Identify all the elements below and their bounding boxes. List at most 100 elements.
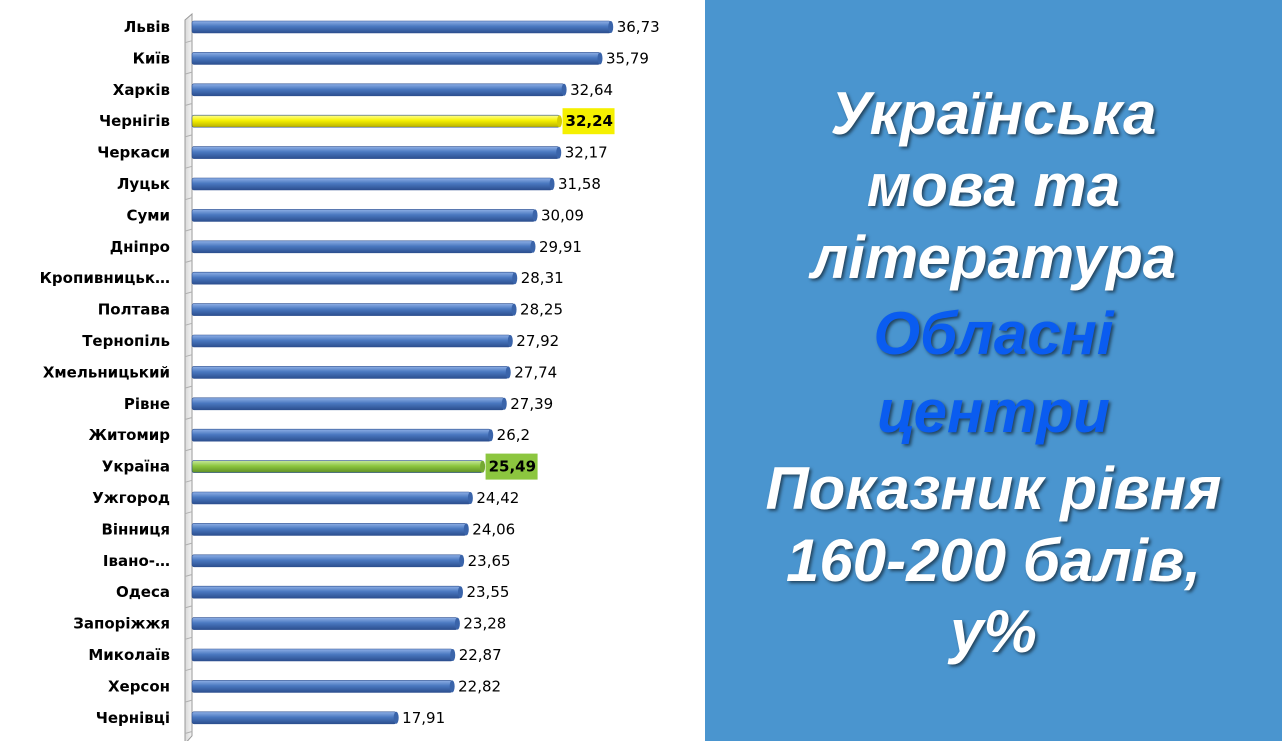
value-label: 32,64 bbox=[570, 81, 613, 99]
category-label: Хмельницький bbox=[43, 363, 170, 381]
value-label: 35,79 bbox=[606, 49, 649, 67]
value-label: 23,65 bbox=[468, 552, 511, 570]
value-label: 27,39 bbox=[510, 395, 553, 413]
bar-0 bbox=[191, 20, 612, 34]
bar-1 bbox=[191, 52, 601, 65]
category-label: Полтава bbox=[98, 301, 170, 319]
category-label: Чернівці bbox=[96, 709, 170, 727]
category-label: Львів bbox=[124, 18, 170, 36]
value-label: 32,24 bbox=[566, 112, 613, 130]
axis-tick bbox=[184, 197, 193, 201]
category-label: Київ bbox=[133, 49, 170, 67]
value-label: 27,74 bbox=[514, 363, 557, 381]
bar-15 bbox=[191, 491, 471, 505]
bar-cap-19 bbox=[454, 617, 460, 630]
bar-21 bbox=[191, 680, 453, 693]
category-label: Одеса bbox=[116, 583, 170, 601]
axis-tick bbox=[184, 479, 193, 483]
metric-line-2: 160-200 балів, bbox=[785, 527, 1202, 594]
axis-tick bbox=[184, 260, 193, 263]
bar-cap-20 bbox=[450, 649, 456, 661]
bar-10 bbox=[191, 334, 511, 348]
axis-tick bbox=[184, 291, 193, 295]
value-label: 36,73 bbox=[617, 18, 660, 36]
category-label: Кропивницьк… bbox=[40, 269, 170, 287]
axis-tick bbox=[184, 322, 193, 326]
bar-cap-8 bbox=[512, 272, 518, 285]
category-label: Україна bbox=[102, 458, 170, 476]
category-label: Харків bbox=[113, 81, 170, 99]
value-label: 26,2 bbox=[497, 426, 530, 444]
value-label: 24,06 bbox=[472, 520, 515, 538]
bar-cap-9 bbox=[511, 303, 517, 316]
bars-layer bbox=[191, 20, 614, 725]
bar-4 bbox=[191, 146, 560, 159]
bar-2 bbox=[191, 83, 565, 97]
bar-cap-18 bbox=[457, 586, 463, 599]
bar-cap-15 bbox=[467, 492, 473, 504]
bar-cap-13 bbox=[488, 429, 494, 442]
category-label: Миколаїв bbox=[88, 646, 170, 664]
bar-cap-0 bbox=[608, 21, 614, 33]
category-label: Тернопіль bbox=[82, 332, 170, 350]
title-panel: Українська мова та література Обласні це… bbox=[705, 0, 1282, 741]
bar-19 bbox=[191, 617, 458, 630]
category-label: Запоріжжя bbox=[73, 615, 170, 633]
bar-cap-2 bbox=[561, 83, 567, 96]
bar-5 bbox=[191, 177, 553, 191]
axis-tick bbox=[184, 574, 193, 577]
category-label: Івано-… bbox=[103, 552, 170, 570]
axis-wall bbox=[184, 12, 193, 741]
axis-tick bbox=[184, 103, 193, 106]
category-label: Суми bbox=[126, 206, 170, 224]
value-label: 32,17 bbox=[565, 144, 608, 162]
value-label: 30,09 bbox=[541, 206, 584, 224]
bar-cap-12 bbox=[501, 397, 507, 410]
category-label: Вінниця bbox=[101, 520, 170, 538]
bar-cap-7 bbox=[530, 240, 536, 253]
axis-tick bbox=[184, 668, 193, 672]
metric-line-1: Показник рівня bbox=[765, 455, 1222, 522]
title-line-1: Українська bbox=[830, 80, 1157, 147]
value-label: 25,49 bbox=[489, 458, 536, 476]
metric-line-3: у% bbox=[950, 598, 1037, 665]
category-label: Херсон bbox=[108, 677, 170, 695]
axis-tick bbox=[184, 448, 193, 452]
axis-tick bbox=[184, 417, 193, 420]
bar-14 bbox=[191, 460, 483, 473]
axis-tick bbox=[184, 134, 193, 138]
value-label: 27,92 bbox=[516, 332, 559, 350]
bar-cap-10 bbox=[507, 335, 513, 347]
axis-layer bbox=[184, 12, 193, 741]
axis-tick bbox=[184, 385, 193, 389]
category-label: Житомир bbox=[89, 426, 171, 444]
value-label-bg bbox=[485, 453, 538, 480]
axis-tick bbox=[184, 731, 193, 734]
subtitle-line-2: центри bbox=[877, 378, 1110, 445]
value-label: 24,42 bbox=[476, 489, 519, 507]
bar-6 bbox=[191, 209, 536, 222]
category-label: Рівне bbox=[124, 395, 170, 413]
axis-tick bbox=[184, 605, 193, 609]
bar-cap-17 bbox=[459, 554, 465, 567]
axis-tick bbox=[184, 511, 193, 515]
bar-16 bbox=[191, 523, 467, 536]
value-label: 22,87 bbox=[459, 646, 502, 664]
value-label: 28,31 bbox=[521, 269, 564, 287]
value-label-bg bbox=[562, 108, 615, 135]
chart-svg: Львів 36,73 Київ 35,79 Харків 32,64 Чернігів 32… bbox=[40, 12, 660, 741]
subtitle-line-1: Обласні bbox=[873, 300, 1114, 367]
axis-tick bbox=[184, 165, 193, 169]
value-label: 23,28 bbox=[463, 615, 506, 633]
bar-cap-16 bbox=[463, 523, 469, 536]
axis-tick bbox=[184, 542, 193, 546]
bar-13 bbox=[191, 428, 491, 442]
bar-20 bbox=[191, 648, 454, 662]
category-label: Дніпро bbox=[110, 238, 170, 256]
bar-11 bbox=[191, 366, 509, 379]
axis-tick bbox=[184, 228, 193, 232]
bar-9 bbox=[191, 303, 515, 316]
axis-tick bbox=[184, 354, 193, 358]
value-label: 29,91 bbox=[539, 238, 582, 256]
bar-cap-21 bbox=[449, 680, 455, 693]
